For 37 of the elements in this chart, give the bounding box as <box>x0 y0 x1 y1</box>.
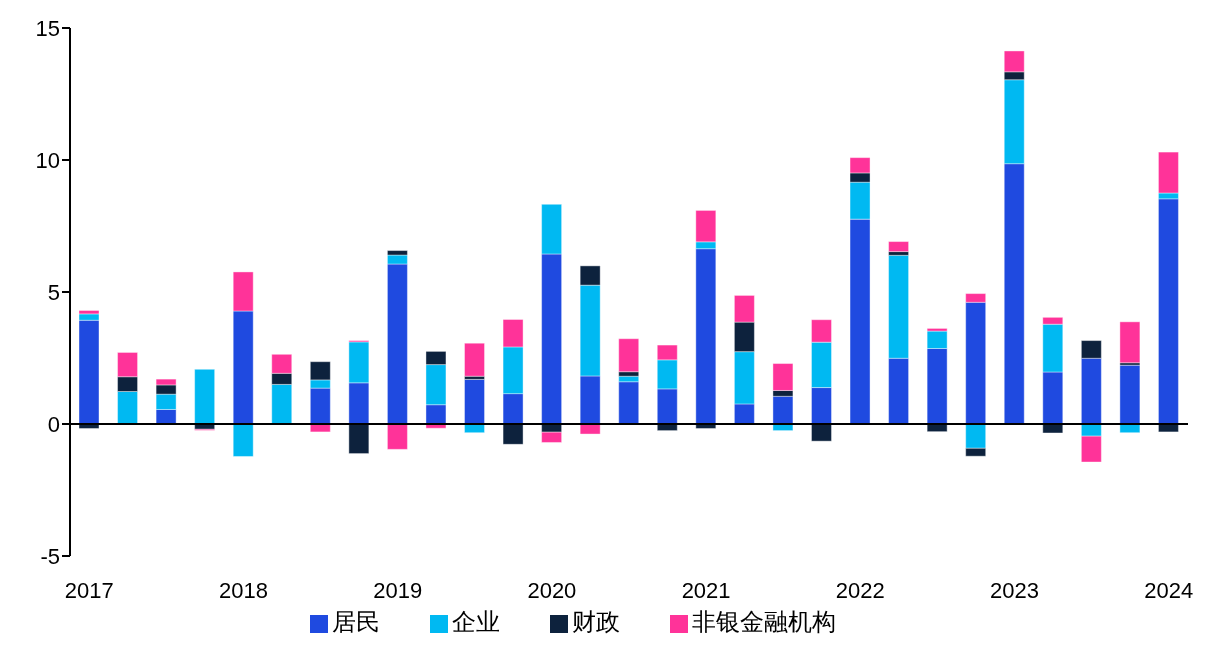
bar <box>78 319 100 425</box>
bar <box>464 378 486 425</box>
x-tick-label: 2020 <box>527 577 577 603</box>
bar <box>888 241 910 253</box>
x-tick-label: 2024 <box>1144 577 1194 603</box>
x-tick-label: 2021 <box>681 577 731 603</box>
bar <box>348 423 370 455</box>
bar <box>1119 321 1141 364</box>
bar <box>1157 423 1179 433</box>
y-tick-label: 5 <box>47 279 60 305</box>
bar <box>579 423 601 435</box>
bar <box>1042 423 1064 434</box>
bar <box>464 342 486 377</box>
x-tick-label: 2022 <box>835 577 885 603</box>
legend-label: 居民 <box>332 608 380 635</box>
bar <box>1157 198 1179 425</box>
bar <box>232 423 254 457</box>
x-tick-label: 2018 <box>219 577 268 603</box>
bar <box>772 395 794 425</box>
bar <box>502 423 524 445</box>
bar <box>1119 364 1141 425</box>
y-tick-label: 0 <box>47 411 60 437</box>
y-tick-label: 10 <box>35 147 60 173</box>
bar <box>309 423 331 433</box>
x-tick-label: 2019 <box>373 577 423 603</box>
legend-label: 财政 <box>572 608 620 635</box>
y-tick-label: -5 <box>40 543 60 569</box>
y-tick-label: 15 <box>35 15 60 41</box>
bar <box>618 338 640 373</box>
legend-label: 非银金融机构 <box>692 608 836 635</box>
x-tick-label: 2023 <box>990 577 1039 603</box>
legend-label: 企业 <box>452 608 500 635</box>
bar <box>618 381 640 425</box>
bar <box>386 423 408 450</box>
bar <box>810 423 832 442</box>
x-tick-label: 2017 <box>64 577 114 603</box>
bar <box>194 368 216 425</box>
